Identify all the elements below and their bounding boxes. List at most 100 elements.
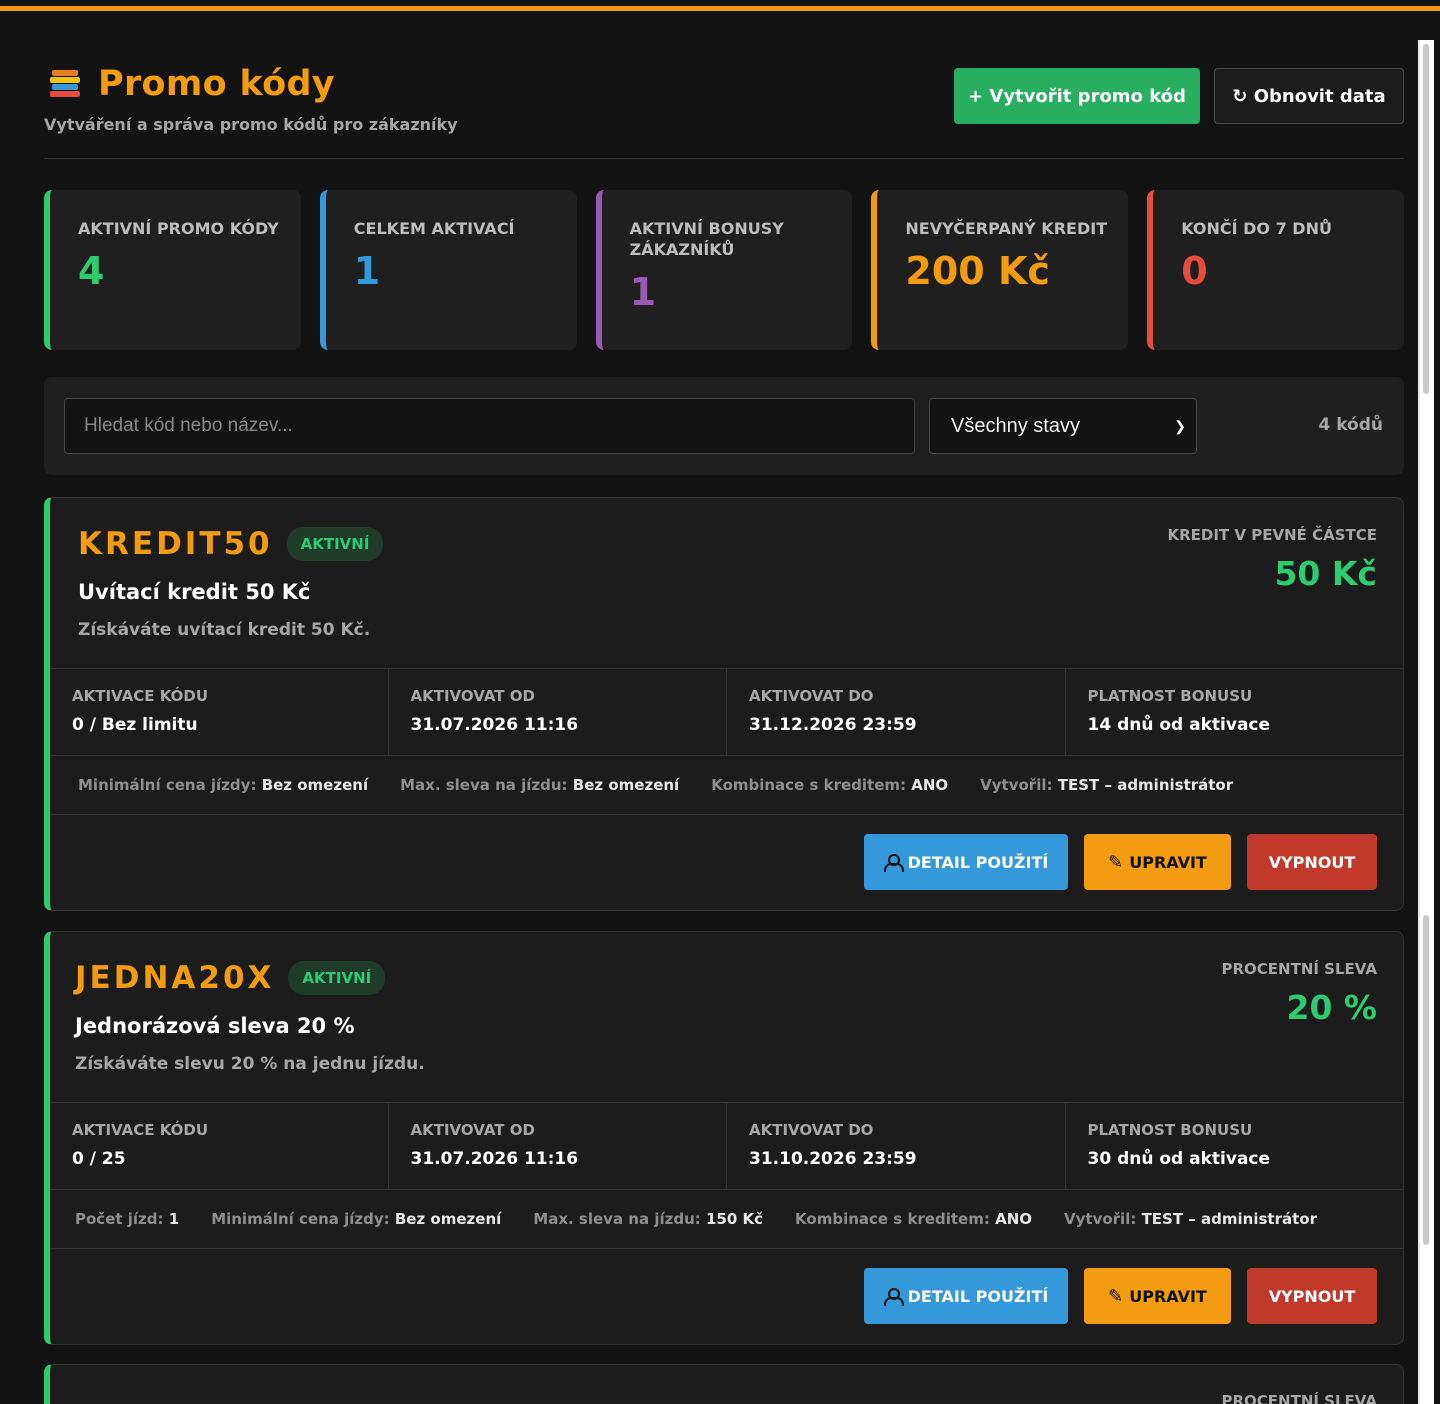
meta-item: Kombinace s kreditem: ANO [711, 776, 949, 794]
stat-card-total-activations: CELKEM AKTIVACÍ 1 [319, 190, 577, 350]
scrollbar-thumb-lower[interactable] [1423, 915, 1429, 1245]
card-divider [50, 814, 1403, 815]
filter-bar: Hledat kód nebo název... Všechny stavy ❯… [44, 377, 1404, 475]
detail-label: PLATNOST BONUSU [1087, 687, 1253, 705]
detail-label: AKTIVACE KÓDU [72, 1121, 209, 1139]
title-row: Promo kódy [50, 64, 335, 104]
page-title: Promo kódy [98, 64, 335, 104]
detail-label: AKTIVOVAT OD [410, 687, 535, 705]
stat-value: 1 [629, 270, 657, 314]
detail-label: AKTIVOVAT OD [410, 1121, 535, 1139]
result-count: 4 kódů [1318, 415, 1383, 435]
stat-card-unused-credit: NEVYČERPANÝ KREDIT 200 Kč [871, 190, 1129, 350]
promo-card: KREDIT50 AKTIVNÍ Uvítací kredit 50 Kč Zí… [44, 497, 1404, 911]
promo-name: Jednorázová sleva 20 % [75, 1014, 355, 1038]
stat-value: 0 [1181, 249, 1208, 293]
detail-label: PLATNOST BONUSU [1087, 1121, 1253, 1139]
detail-cell: AKTIVOVAT OD 31.07.2026 11:16 [389, 669, 727, 755]
card-divider [50, 1248, 1403, 1249]
detail-cell: AKTIVOVAT DO 31.10.2026 23:59 [727, 1103, 1066, 1189]
main-content: Promo kódy Vytváření a správa promo kódů… [44, 0, 1404, 1404]
users-icon [883, 854, 904, 872]
page-header: Promo kódy Vytváření a správa promo kódů… [44, 60, 1404, 160]
promo-code: JEDNA20X [75, 960, 275, 996]
disable-button[interactable]: VYPNOUT [1247, 834, 1377, 890]
users-icon [883, 1288, 904, 1306]
chevron-down-icon: ❯ [1174, 418, 1186, 434]
stat-value: 4 [78, 249, 105, 293]
promo-type: PROCENTNÍ SLEVA [1221, 1392, 1377, 1404]
scrollbar[interactable] [1420, 40, 1434, 1404]
page-subtitle: Vytváření a správa promo kódů pro zákazn… [44, 115, 458, 134]
stat-card-ending-soon: KONČÍ DO 7 DNŮ 0 [1147, 190, 1404, 350]
pencil-icon: ✎ [1108, 1285, 1124, 1307]
promo-description: Získáváte slevu 20 % na jednu jízdu. [75, 1054, 425, 1074]
detail-value: 30 dnů od aktivace [1087, 1149, 1271, 1169]
detail-label: AKTIVACE KÓDU [72, 687, 209, 705]
books-icon [50, 67, 84, 101]
stat-label: KONČÍ DO 7 DNŮ [1181, 219, 1332, 238]
card-actions: DETAIL POUŽITÍ ✎ UPRAVIT VYPNOUT [864, 834, 1377, 890]
card-actions: DETAIL POUŽITÍ ✎ UPRAVIT VYPNOUT [864, 1268, 1377, 1324]
meta-item: Počet jízd: 1 [75, 1210, 180, 1228]
meta-item: Max. sleva na jízdu: 150 Kč [533, 1210, 764, 1228]
header-actions: + Vytvořit promo kód ↻ Obnovit data [954, 68, 1404, 124]
detail-value: 0 / Bez limitu [72, 715, 198, 735]
card-code-row: JEDNA20X AKTIVNÍ [75, 960, 386, 996]
stat-value: 1 [353, 249, 381, 293]
detail-label: AKTIVOVAT DO [749, 1121, 874, 1139]
detail-usage-button[interactable]: DETAIL POUŽITÍ [864, 1268, 1068, 1324]
detail-value: 31.12.2026 23:59 [749, 715, 917, 735]
stat-label: AKTIVNÍ BONUSY ZÁKAZNÍKŮ [629, 219, 784, 259]
card-code-row: KREDIT50 AKTIVNÍ [78, 526, 384, 562]
create-promo-button[interactable]: + Vytvořit promo kód [954, 68, 1200, 124]
promo-type: KREDIT V PEVNÉ ČÁSTCE [1167, 526, 1377, 544]
detail-value: 31.10.2026 23:59 [749, 1149, 917, 1169]
edit-button[interactable]: ✎ UPRAVIT [1084, 1268, 1231, 1324]
stats-row: AKTIVNÍ PROMO KÓDY 4 CELKEM AKTIVACÍ 1 A… [44, 190, 1404, 350]
meta-item: Max. sleva na jízdu: Bez omezení [400, 776, 680, 794]
detail-usage-button[interactable]: DETAIL POUŽITÍ [864, 834, 1068, 890]
promo-description: Získáváte uvítací kredit 50 Kč. [78, 620, 371, 640]
stat-label: AKTIVNÍ PROMO KÓDY [78, 219, 279, 238]
detail-cell: AKTIVOVAT DO 31.12.2026 23:59 [727, 669, 1066, 755]
meta-item: Minimální cena jízdy: Bez omezení [211, 1210, 502, 1228]
status-select[interactable]: Všechny stavy ❯ [929, 398, 1197, 454]
detail-cell: AKTIVACE KÓDU 0 / Bez limitu [50, 669, 389, 755]
pencil-icon: ✎ [1108, 851, 1124, 873]
detail-cell: PLATNOST BONUSU 14 dnů od aktivace [1066, 669, 1404, 755]
meta-item: Minimální cena jízdy: Bez omezení [78, 776, 369, 794]
promo-code: KREDIT50 [78, 526, 273, 562]
stat-label: NEVYČERPANÝ KREDIT [905, 219, 1108, 238]
detail-cell: PLATNOST BONUSU 30 dnů od aktivace [1066, 1103, 1404, 1189]
edit-button[interactable]: ✎ UPRAVIT [1084, 834, 1231, 890]
status-badge: AKTIVNÍ [288, 961, 386, 995]
detail-label: AKTIVOVAT DO [749, 687, 874, 705]
status-badge: AKTIVNÍ [286, 527, 384, 561]
stat-value: 200 Kč [905, 249, 1050, 293]
stat-card-active-codes: AKTIVNÍ PROMO KÓDY 4 [44, 190, 301, 350]
promo-meta: Počet jízd: 1 Minimální cena jízdy: Bez … [75, 1210, 1317, 1228]
promo-value: 20 % [1286, 988, 1377, 1027]
disable-button[interactable]: VYPNOUT [1247, 1268, 1377, 1324]
detail-value: 31.07.2026 11:16 [410, 715, 579, 735]
promo-card: JEDNA20X AKTIVNÍ Jednorázová sleva 20 % … [44, 931, 1404, 1345]
refresh-data-button[interactable]: ↻ Obnovit data [1214, 68, 1404, 124]
detail-value: 14 dnů od aktivace [1087, 715, 1271, 735]
top-accent-bar [0, 6, 1440, 11]
meta-item: Kombinace s kreditem: ANO [795, 1210, 1033, 1228]
scrollbar-thumb[interactable] [1423, 44, 1429, 394]
search-input[interactable]: Hledat kód nebo název... [64, 398, 915, 454]
promo-details-grid: AKTIVACE KÓDU 0 / 25 AKTIVOVAT OD 31.07.… [50, 1102, 1403, 1190]
detail-value: 31.07.2026 11:16 [410, 1149, 579, 1169]
stat-card-active-bonuses: AKTIVNÍ BONUSY ZÁKAZNÍKŮ 1 [595, 190, 853, 350]
status-select-value: Všechny stavy [951, 415, 1080, 437]
detail-cell: AKTIVACE KÓDU 0 / 25 [50, 1103, 389, 1189]
promo-meta: Minimální cena jízdy: Bez omezení Max. s… [78, 776, 1233, 794]
stat-label: CELKEM AKTIVACÍ [353, 219, 515, 238]
header-divider [44, 158, 1404, 159]
detail-value: 0 / 25 [72, 1149, 126, 1169]
scrollbar-track-edge [1418, 40, 1420, 1404]
detail-cell: AKTIVOVAT OD 31.07.2026 11:16 [389, 1103, 727, 1189]
promo-name: Uvítací kredit 50 Kč [78, 580, 311, 604]
